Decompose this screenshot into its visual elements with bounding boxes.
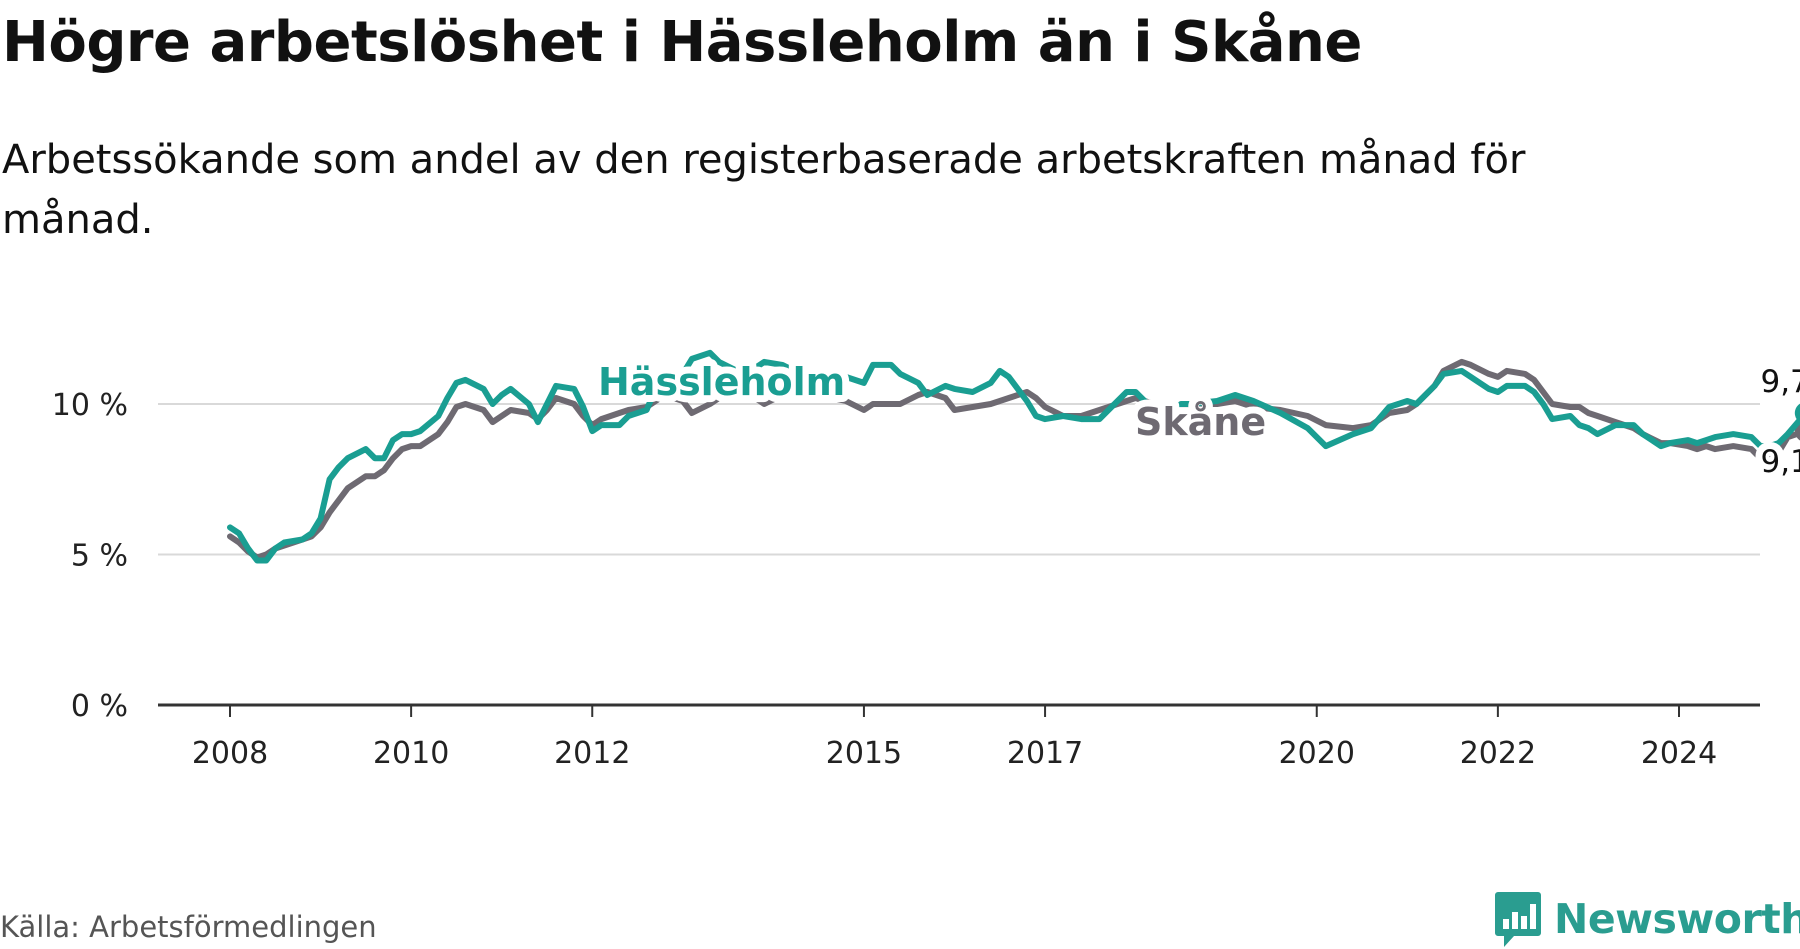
chart-subtitle: Arbetssökande som andel av den registerb… bbox=[2, 137, 1526, 243]
x-tick-label: 2020 bbox=[1279, 736, 1355, 771]
label-skane-halo: Skåne bbox=[1135, 400, 1266, 444]
x-tick-label: 2012 bbox=[554, 736, 630, 771]
end-label-skane-halo: 9,1 % bbox=[1760, 444, 1800, 480]
series-line-hassleholm bbox=[227, 349, 1800, 564]
x-tick-label: 2008 bbox=[192, 736, 268, 771]
series-lines bbox=[227, 349, 1800, 564]
x-tick-label: 2022 bbox=[1460, 736, 1536, 771]
x-axis: 2008 2010 2012 2015 2017 2020 2022 2024 bbox=[158, 703, 1760, 771]
x-tick-label: 2024 bbox=[1641, 736, 1717, 771]
label-hassleholm-halo: Hässleholm bbox=[598, 360, 845, 404]
y-axis-tick-labels: 0 % 5 % 10 % bbox=[52, 388, 128, 724]
end-label-hassleholm: 9,7 % bbox=[1760, 364, 1800, 400]
y-tick-label: 5 % bbox=[71, 539, 128, 574]
label-hassleholm: Hässleholm bbox=[598, 360, 845, 404]
brand-name: Newsworthy bbox=[1554, 895, 1800, 943]
end-label-skane: 9,1 % bbox=[1760, 444, 1800, 480]
brand[interactable]: Newsworthy bbox=[1494, 889, 1800, 949]
series-line-skane bbox=[227, 358, 1800, 561]
gridlines bbox=[158, 403, 1760, 556]
x-tick-label: 2015 bbox=[826, 736, 902, 771]
chart-title: Högre arbetslöshet i Hässleholm än i Skå… bbox=[2, 10, 1362, 75]
y-tick-label: 10 % bbox=[52, 388, 128, 423]
y-tick-label: 0 % bbox=[71, 689, 128, 724]
label-skane: Skåne bbox=[1135, 400, 1266, 444]
x-tick-label: 2010 bbox=[373, 736, 449, 771]
newsworthy-logo-icon bbox=[1495, 892, 1541, 947]
end-label-hassleholm-halo: 9,7 % bbox=[1760, 364, 1800, 400]
end-point-hassleholm bbox=[1794, 403, 1800, 423]
x-tick-label: 2017 bbox=[1007, 736, 1083, 771]
source-note: Källa: Arbetsförmedlingen bbox=[0, 910, 377, 944]
